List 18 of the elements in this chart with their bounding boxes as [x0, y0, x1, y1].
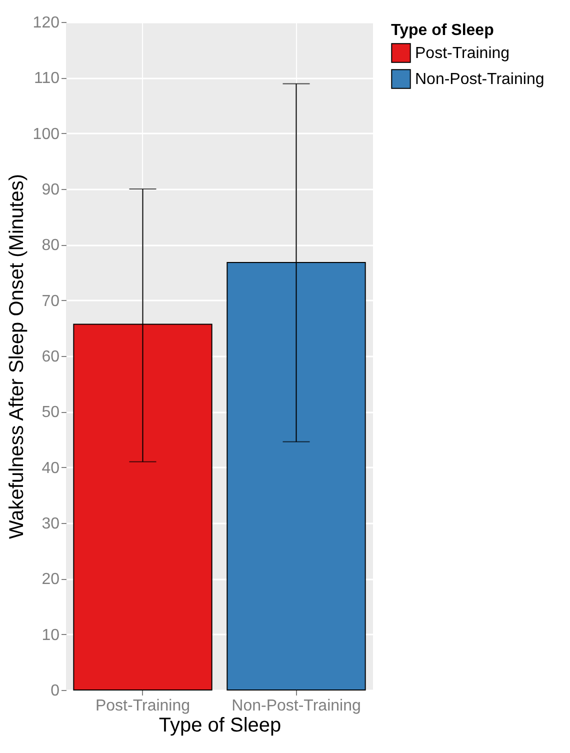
y-tick-label: 50 [42, 404, 60, 422]
y-tick-label: 30 [42, 516, 60, 532]
y-tick-label: 90 [42, 182, 60, 198]
y-tick-label: 120 [32, 14, 60, 32]
legend-label: Non-Post-Training [415, 71, 544, 88]
legend-label: Post-Training [415, 45, 510, 62]
x-axis-title: Type of Sleep [158, 714, 282, 736]
y-tick-label: 80 [42, 237, 60, 254]
y-tick-label: 10 [42, 626, 60, 644]
y-tick-label: 60 [42, 348, 60, 366]
y-tick-label: 40 [42, 460, 60, 477]
y-tick-label: 100 [32, 126, 60, 143]
y-tick-label: 70 [42, 292, 60, 310]
y-axis-title: Wakefulness After Sleep Onset (Minutes) [6, 174, 28, 539]
y-tick-label: 0 [50, 682, 60, 700]
legend-title: Type of Sleep [391, 22, 494, 39]
y-tick-label: 110 [34, 70, 60, 88]
y-tick-label: 20 [42, 571, 60, 588]
